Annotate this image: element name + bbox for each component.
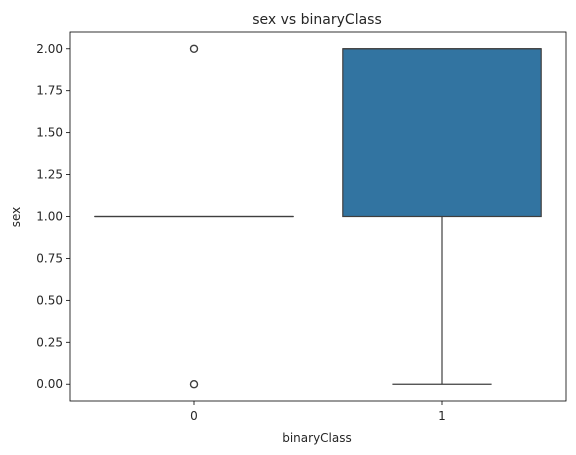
plot-frame (69, 31, 567, 402)
y-tick-label: 1.50 (36, 126, 63, 140)
x-axis-label: binaryClass (282, 431, 352, 445)
box-1 (342, 48, 542, 218)
chart-title: sex vs binaryClass (252, 12, 382, 28)
x-tick-label: 0 (190, 409, 198, 423)
boxes-layer (94, 44, 542, 389)
y-axis: 0.00 0.25 0.50 0.75 1.00 1.25 1.50 1.75 2.00 (36, 42, 70, 391)
y-tick-label: 1.25 (36, 168, 63, 182)
outlier-point (189, 380, 199, 389)
y-tick-label: 0.75 (36, 251, 63, 265)
y-tick-label: 2.00 (36, 42, 63, 56)
y-tick-label: 0.50 (36, 293, 63, 307)
y-tick-label: 1.00 (36, 210, 63, 224)
outlier-point (189, 44, 199, 53)
y-tick-label: 0.00 (36, 377, 63, 391)
y-tick-label: 1.75 (36, 84, 63, 98)
y-axis-label: sex (9, 207, 23, 228)
y-tick-label: 0.25 (36, 335, 63, 349)
x-tick-label: 1 (438, 409, 446, 423)
